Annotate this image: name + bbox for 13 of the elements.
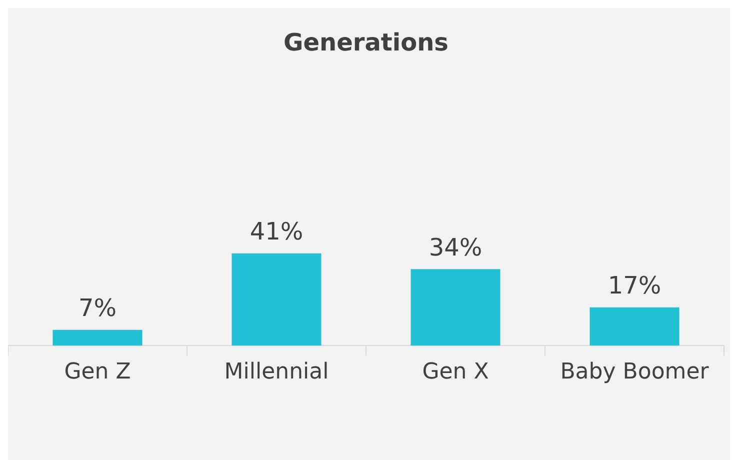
data-label: 7%: [78, 294, 117, 322]
data-label: 17%: [608, 272, 662, 300]
x-tick-label: Millennial: [224, 360, 329, 385]
x-tick-label: Baby Boomer: [560, 360, 710, 385]
bar: [232, 253, 322, 346]
bar: [590, 307, 680, 346]
x-tick-label: Gen X: [422, 360, 489, 385]
bar: [52, 330, 142, 346]
x-tick-label: Gen Z: [64, 360, 131, 385]
bar: [410, 269, 500, 346]
data-label: 34%: [428, 233, 482, 262]
data-label: 41%: [250, 218, 304, 246]
chart-title: Generations: [284, 28, 448, 57]
